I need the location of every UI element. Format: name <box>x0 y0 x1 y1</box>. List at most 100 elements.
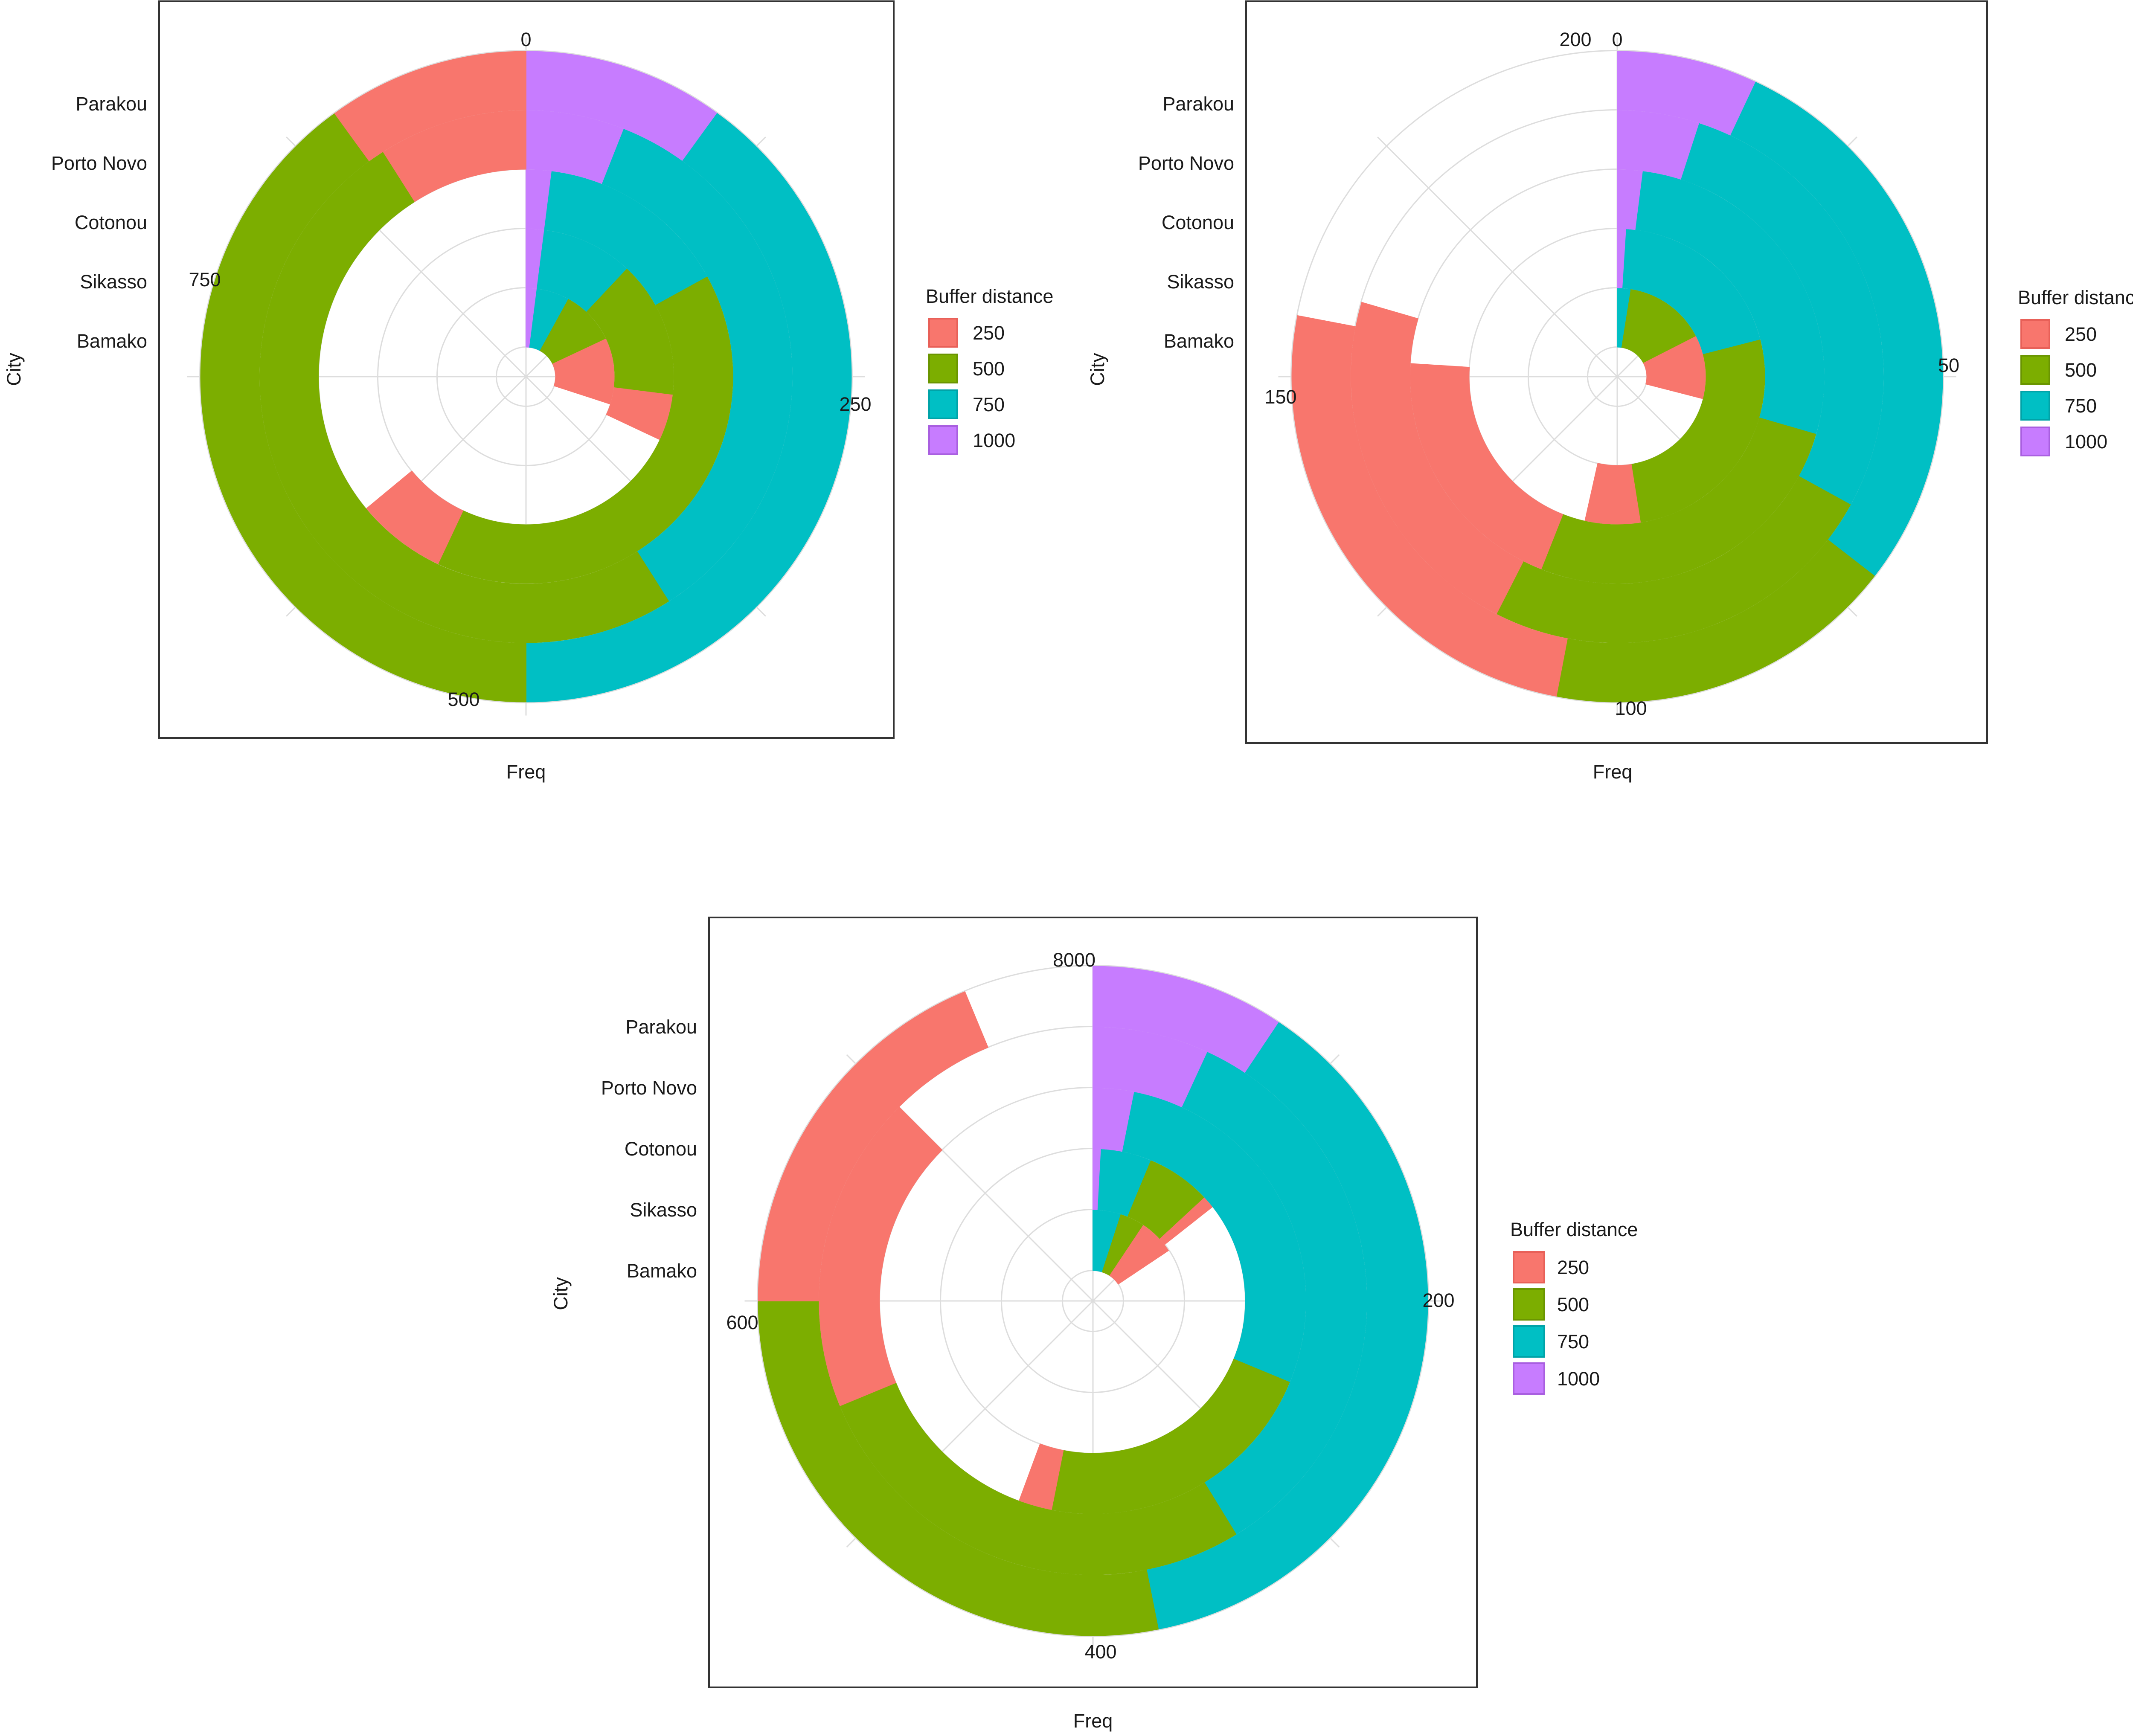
panel-border <box>1245 0 1988 744</box>
freq-tick-label: 200 <box>1559 29 1591 50</box>
radial-ticks: 0 250 500 750 <box>189 29 871 710</box>
city-tick-label: Bamako <box>77 330 147 352</box>
legend-key-750 <box>1513 1325 1545 1358</box>
legend-key-750 <box>928 389 958 419</box>
freq-tick-label: 750 <box>189 269 221 290</box>
bar-cotonou-750 <box>1122 1092 1306 1383</box>
bar-porto-novo-250 <box>819 1106 943 1406</box>
bar-sikasso-500 <box>1630 339 1765 523</box>
y-axis-title: City <box>3 353 25 386</box>
bar-sikasso-250 <box>606 387 673 440</box>
city-tick-label: Parakou <box>1162 93 1234 115</box>
radial-ticks: 8000 200 400 600 <box>726 949 1454 1663</box>
bar-cotonou-500 <box>437 276 733 584</box>
city-tick-label: Cotonou <box>75 212 147 233</box>
legend-key-1000 <box>928 425 958 455</box>
legend-key-500 <box>2020 355 2050 385</box>
city-tick-label: Sikasso <box>1167 271 1234 293</box>
x-axis-title: Freq <box>506 761 546 783</box>
bar-cotonou-250 <box>1019 1443 1064 1510</box>
city-tick-label: Sikasso <box>80 271 147 293</box>
freq-tick-label: 250 <box>839 393 871 415</box>
city-tick-label: Parakou <box>625 1016 697 1038</box>
bars <box>200 51 852 703</box>
bar-porto-novo-750 <box>1182 1052 1367 1535</box>
bar-cotonou-500 <box>1540 417 1816 584</box>
legend-label: 1000 <box>1557 1368 1600 1390</box>
bar-porto-novo-750 <box>1681 123 1884 505</box>
bar-parakou-750 <box>526 113 852 703</box>
bar-parakou-500 <box>200 113 526 703</box>
panel-border <box>708 917 1478 1688</box>
legend-label: 750 <box>973 394 1005 415</box>
city-tick-label: Parakou <box>76 93 147 115</box>
legend-key-500 <box>928 354 958 383</box>
freq-tick-label: 8000 <box>1053 949 1096 971</box>
bar-bamako-250 <box>1109 1225 1169 1285</box>
legend-label: 500 <box>2065 359 2097 381</box>
city-tick-label: Cotonou <box>625 1138 697 1160</box>
panel-border <box>158 0 895 739</box>
city-tick-label: Porto Novo <box>1138 152 1234 174</box>
city-tick-label: Bamako <box>627 1260 697 1282</box>
legend-label: 250 <box>2065 323 2097 345</box>
legend-title: Buffer distance <box>926 285 1053 307</box>
legend: Buffer distance 250 500 750 1000 <box>926 285 1053 455</box>
chart-panel-1: 0 250 500 750 Parakou Porto Novo Cotonou… <box>3 0 1053 783</box>
city-axis: Parakou Porto Novo Cotonou Sikasso Bamak… <box>601 1016 697 1282</box>
legend: Buffer distance 250 500 750 1000 <box>1510 1219 1638 1395</box>
legend-key-250 <box>1513 1251 1545 1283</box>
bar-parakou-250 <box>334 51 526 162</box>
legend-key-750 <box>2020 391 2050 421</box>
legend-label: 500 <box>1557 1294 1589 1315</box>
bar-sikasso-250 <box>1159 1197 1213 1245</box>
bars <box>1291 51 1943 703</box>
legend-key-1000 <box>1513 1362 1545 1395</box>
city-tick-label: Sikasso <box>630 1199 697 1221</box>
legend-label: 250 <box>1557 1257 1589 1278</box>
bar-parakou-500 <box>758 1301 1159 1636</box>
freq-tick-label: 50 <box>1938 354 1959 376</box>
radial-ticks: 0 50 100 150 200 <box>1264 29 1959 719</box>
city-tick-label: Porto Novo <box>601 1077 697 1099</box>
freq-tick-label: 400 <box>1084 1641 1116 1663</box>
bar-porto-novo-250 <box>1351 302 1524 614</box>
freq-tick-label: 150 <box>1264 386 1296 408</box>
bar-sikasso-750 <box>1622 229 1761 355</box>
city-tick-label: Porto Novo <box>51 152 147 174</box>
x-axis-title: Freq <box>1073 1710 1113 1732</box>
bars <box>758 966 1428 1636</box>
bar-porto-novo-500 <box>1496 476 1851 643</box>
legend-label: 500 <box>973 358 1005 380</box>
legend-key-500 <box>1513 1288 1545 1321</box>
legend-title: Buffer distance <box>1510 1219 1638 1240</box>
bar-sikasso-250 <box>1584 463 1641 525</box>
city-tick-label: Bamako <box>1164 330 1234 352</box>
grid-spoke <box>1377 136 1618 377</box>
y-axis-title: City <box>550 1277 572 1310</box>
chart-panel-2: 0 50 100 150 200 Parakou Porto Novo Coto… <box>1087 0 2133 783</box>
freq-tick-label: 100 <box>1615 697 1647 719</box>
chart-panel-3: 8000 200 400 600 Parakou Porto Novo Coto… <box>550 917 1638 1732</box>
legend: Buffer distance 250 500 750 1000 <box>2018 287 2133 456</box>
bar-bamako-500 <box>1621 289 1697 364</box>
bar-parakou-750 <box>1730 81 1943 577</box>
bar-porto-novo-750 <box>602 128 793 602</box>
legend-key-250 <box>928 318 958 348</box>
bar-parakou-250 <box>1291 315 1568 697</box>
bar-porto-novo-250 <box>383 110 526 202</box>
legend-label: 750 <box>2065 395 2097 417</box>
legend-label: 750 <box>1557 1331 1589 1353</box>
bar-bamako-250 <box>1643 336 1706 399</box>
freq-tick-label: 0 <box>1612 29 1622 50</box>
legend-label: 250 <box>973 322 1005 344</box>
city-tick-label: Cotonou <box>1162 212 1234 233</box>
freq-tick-label: 500 <box>448 688 479 710</box>
bar-porto-novo-500 <box>840 1382 1237 1575</box>
legend-title: Buffer distance <box>2018 287 2133 308</box>
legend-key-250 <box>2020 319 2050 349</box>
legend-label: 1000 <box>2065 431 2107 453</box>
bar-porto-novo-500 <box>259 151 669 643</box>
legend-label: 1000 <box>973 430 1015 451</box>
